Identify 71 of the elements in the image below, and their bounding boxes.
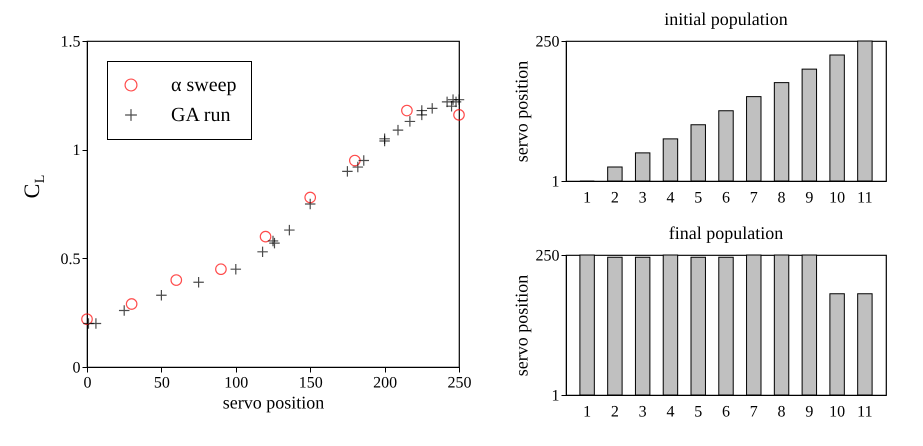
- x-tick-label: 150: [298, 374, 323, 392]
- x-tick-label: 50: [154, 374, 170, 392]
- x-tick-label: 7: [750, 190, 758, 206]
- x-tick-label: 8: [778, 404, 786, 420]
- y-tick-label: 250: [536, 34, 560, 50]
- point: [401, 104, 413, 116]
- point: [378, 135, 390, 147]
- x-axis-title: servo position: [222, 392, 324, 412]
- x-tick-label: 9: [805, 190, 814, 206]
- point: [304, 198, 316, 210]
- point: [304, 192, 316, 204]
- x-tick-label: 9: [805, 404, 814, 420]
- y-tick-label: 1: [552, 388, 560, 404]
- point: [156, 289, 168, 302]
- y-tick-label: 1: [72, 142, 80, 160]
- point: [260, 230, 272, 242]
- x-tick-label: 11: [857, 190, 873, 206]
- y-tick-label: 250: [536, 248, 560, 264]
- point: [170, 274, 182, 286]
- x-tick-label: 5: [694, 190, 702, 206]
- point: [90, 318, 102, 330]
- x-tick-label: 2: [610, 404, 619, 420]
- x-tick-label: 1: [583, 404, 592, 420]
- y-axis-title: CL: [19, 174, 48, 198]
- x-tick-label: 100: [224, 374, 248, 392]
- point: [416, 104, 428, 116]
- y-axis-title: servo position: [512, 274, 532, 376]
- x-tick-label: 3: [638, 404, 647, 420]
- chart-title: final population: [668, 223, 784, 243]
- point: [215, 263, 227, 276]
- point: [126, 298, 138, 310]
- x-tick-label: 3: [638, 190, 647, 206]
- x-tick-label: 7: [750, 404, 758, 420]
- x-tick-label: 4: [666, 404, 674, 420]
- point: [348, 154, 361, 166]
- x-tick-label: 0: [84, 374, 92, 392]
- legend-label: GA run: [171, 104, 230, 126]
- x-tick-label: 11: [857, 404, 873, 420]
- point: [118, 304, 130, 316]
- x-tick-label: 6: [722, 190, 730, 206]
- point: [450, 96, 462, 108]
- point: [81, 313, 93, 326]
- x-tick-label: 6: [722, 404, 730, 420]
- x-tick-label: 250: [448, 374, 472, 392]
- point: [284, 224, 296, 236]
- point: [358, 154, 370, 166]
- x-tick-label: 8: [778, 190, 786, 206]
- point: [453, 94, 465, 106]
- x-tick-label: 4: [666, 190, 674, 206]
- y-tick-label: 0.5: [60, 250, 80, 268]
- x-tick-label: 5: [694, 404, 702, 420]
- x-tick-label: 200: [373, 374, 398, 392]
- point: [230, 263, 242, 276]
- x-tick-label: 10: [829, 404, 846, 420]
- point: [404, 116, 416, 128]
- y-axis-title: servo position: [512, 60, 532, 162]
- point: [392, 124, 404, 136]
- chart-title: initial population: [664, 9, 788, 29]
- x-tick-label: 10: [829, 190, 846, 206]
- point: [453, 109, 465, 121]
- y-tick-label: 0: [72, 360, 80, 376]
- point: [426, 102, 438, 114]
- x-tick-label: 2: [610, 190, 619, 206]
- point: [342, 166, 354, 178]
- point: [192, 276, 204, 288]
- y-tick-label: 1: [552, 174, 560, 190]
- point: [352, 161, 364, 173]
- point: [256, 246, 268, 258]
- x-tick-label: 1: [583, 190, 592, 206]
- legend-label: α sweep: [171, 74, 236, 96]
- y-tick-label: 1.5: [60, 34, 80, 50]
